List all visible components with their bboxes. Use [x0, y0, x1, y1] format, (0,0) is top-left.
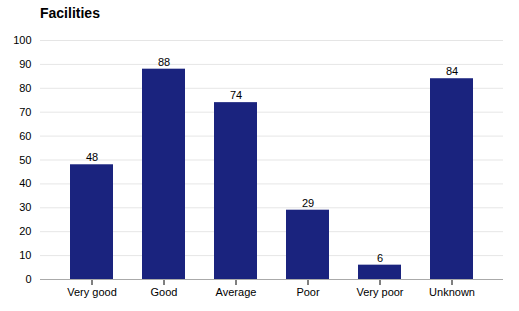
- svg-text:84: 84: [446, 65, 458, 77]
- svg-text:Poor: Poor: [296, 286, 320, 298]
- svg-text:Average: Average: [216, 286, 257, 298]
- html-text:Facilities: Facilities: [40, 5, 100, 21]
- svg-text:90: 90: [19, 58, 31, 70]
- svg-text:Very good: Very good: [67, 286, 117, 298]
- svg-text:29: 29: [302, 197, 314, 209]
- svg-text:6: 6: [377, 252, 383, 264]
- svg-text:100: 100: [13, 34, 31, 46]
- svg-text:40: 40: [19, 177, 31, 189]
- svg-text:Very poor: Very poor: [356, 286, 403, 298]
- svg-text:0: 0: [25, 273, 31, 285]
- svg-text:74: 74: [230, 89, 242, 101]
- svg-text:Good: Good: [151, 286, 178, 298]
- svg-text:10: 10: [19, 249, 31, 261]
- svg-text:Unknown: Unknown: [429, 286, 475, 298]
- svg-text:70: 70: [19, 106, 31, 118]
- svg-text:80: 80: [19, 82, 31, 94]
- svg-text:60: 60: [19, 130, 31, 142]
- svg-text:88: 88: [158, 56, 170, 68]
- svg-text:50: 50: [19, 154, 31, 166]
- svg-text:30: 30: [19, 201, 31, 213]
- svg-text:20: 20: [19, 225, 31, 237]
- svg-text:48: 48: [86, 151, 98, 163]
